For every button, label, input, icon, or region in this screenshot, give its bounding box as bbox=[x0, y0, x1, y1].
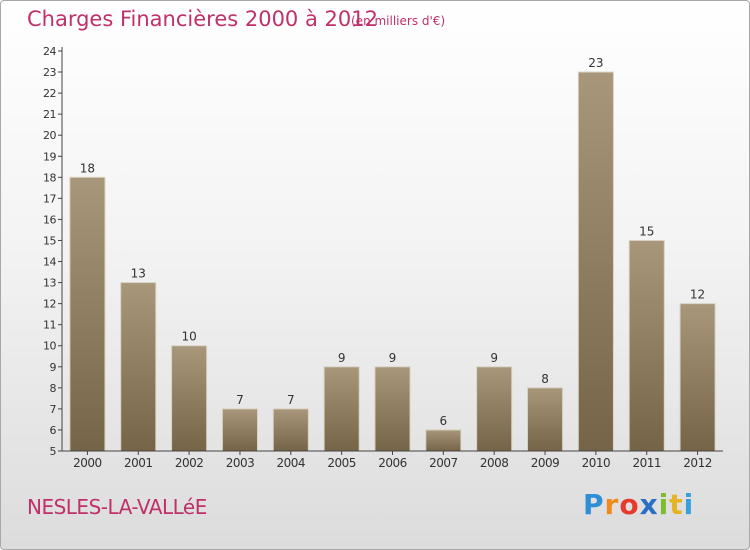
bar bbox=[323, 366, 360, 452]
y-tick-label: 20 bbox=[43, 129, 56, 142]
x-tick-label: 2006 bbox=[378, 456, 407, 470]
data-label: 6 bbox=[440, 414, 448, 428]
logo-letter: t bbox=[669, 488, 684, 521]
bar bbox=[476, 366, 513, 452]
data-label: 10 bbox=[181, 330, 196, 344]
y-tick-label: 19 bbox=[43, 150, 56, 163]
chart-unit: (en milliers d'€) bbox=[351, 14, 446, 28]
x-tick-label: 2001 bbox=[124, 456, 153, 470]
x-tick-label: 2003 bbox=[226, 456, 255, 470]
x-tick-label: 2011 bbox=[632, 456, 661, 470]
data-label: 7 bbox=[236, 393, 244, 407]
bar bbox=[221, 408, 259, 452]
bar bbox=[526, 387, 564, 452]
bar bbox=[374, 366, 411, 452]
data-label: 18 bbox=[80, 161, 95, 175]
bar bbox=[425, 429, 462, 452]
data-label: 23 bbox=[588, 56, 603, 70]
bar bbox=[679, 303, 716, 452]
logo-letter: i bbox=[658, 488, 670, 521]
y-tick-label: 7 bbox=[50, 403, 57, 416]
y-tick-label: 24 bbox=[43, 45, 56, 58]
logo-letter: x bbox=[639, 488, 659, 521]
x-tick-label: 2009 bbox=[531, 456, 560, 470]
data-label: 13 bbox=[131, 267, 146, 281]
y-tick-label: 6 bbox=[50, 424, 57, 437]
y-tick-label: 11 bbox=[43, 319, 56, 332]
y-tick-label: 22 bbox=[43, 87, 56, 100]
chart-title: Charges Financières 2000 à 2012 bbox=[27, 7, 378, 31]
y-tick-label: 17 bbox=[43, 192, 56, 205]
commune-name: NESLES-LA-VALLéE bbox=[27, 495, 207, 519]
y-tick-label: 16 bbox=[43, 213, 56, 226]
y-tick-label: 14 bbox=[43, 256, 56, 269]
logo-letter: P bbox=[583, 488, 605, 521]
y-axis: 5 6 7 8 9 10 11 12 13 14 15 16 17 18 19 20 21 22 23 24 bbox=[43, 45, 63, 458]
data-label: 15 bbox=[639, 224, 654, 238]
x-tick-label: 2002 bbox=[175, 456, 204, 470]
x-tick-label: 2004 bbox=[277, 456, 306, 470]
bar bbox=[628, 239, 665, 452]
y-tick-label: 18 bbox=[43, 171, 56, 184]
y-tick-label: 15 bbox=[43, 234, 56, 247]
y-tick-label: 10 bbox=[43, 340, 56, 353]
y-tick-label: 9 bbox=[50, 361, 57, 374]
data-label: 7 bbox=[287, 393, 295, 407]
x-tick-label: 2005 bbox=[327, 456, 356, 470]
x-tick-label: 2012 bbox=[683, 456, 712, 470]
proxiti-logo: Proxiti bbox=[583, 488, 694, 521]
y-tick-label: 8 bbox=[50, 382, 57, 395]
x-axis: 2000 2001 2002 2003 2004 2005 2006 2007 2008 2009… bbox=[62, 450, 723, 470]
logo-letter: r bbox=[604, 488, 620, 521]
y-tick-label: 13 bbox=[43, 277, 56, 290]
data-label: 9 bbox=[490, 351, 498, 365]
y-tick-label: 23 bbox=[43, 66, 56, 79]
x-tick-label: 2000 bbox=[73, 456, 102, 470]
bar bbox=[120, 282, 157, 452]
data-label: 8 bbox=[541, 372, 549, 386]
y-tick-label: 12 bbox=[43, 298, 56, 311]
bars: 18 13 10 7 7 9 9 6 9 8 23 15 12 bbox=[69, 56, 716, 452]
data-label: 9 bbox=[389, 351, 397, 365]
y-tick-label: 5 bbox=[50, 445, 57, 458]
x-tick-label: 2010 bbox=[582, 456, 611, 470]
bar bbox=[69, 176, 106, 452]
x-tick-label: 2007 bbox=[429, 456, 458, 470]
y-tick-label: 21 bbox=[43, 108, 56, 121]
bar bbox=[171, 345, 208, 452]
x-tick-label: 2008 bbox=[480, 456, 509, 470]
data-label: 9 bbox=[338, 351, 346, 365]
data-label: 12 bbox=[690, 288, 705, 302]
logo-letter: o bbox=[619, 488, 640, 521]
bar bbox=[577, 71, 614, 452]
bar bbox=[272, 408, 309, 452]
logo-letter: i bbox=[683, 488, 695, 521]
